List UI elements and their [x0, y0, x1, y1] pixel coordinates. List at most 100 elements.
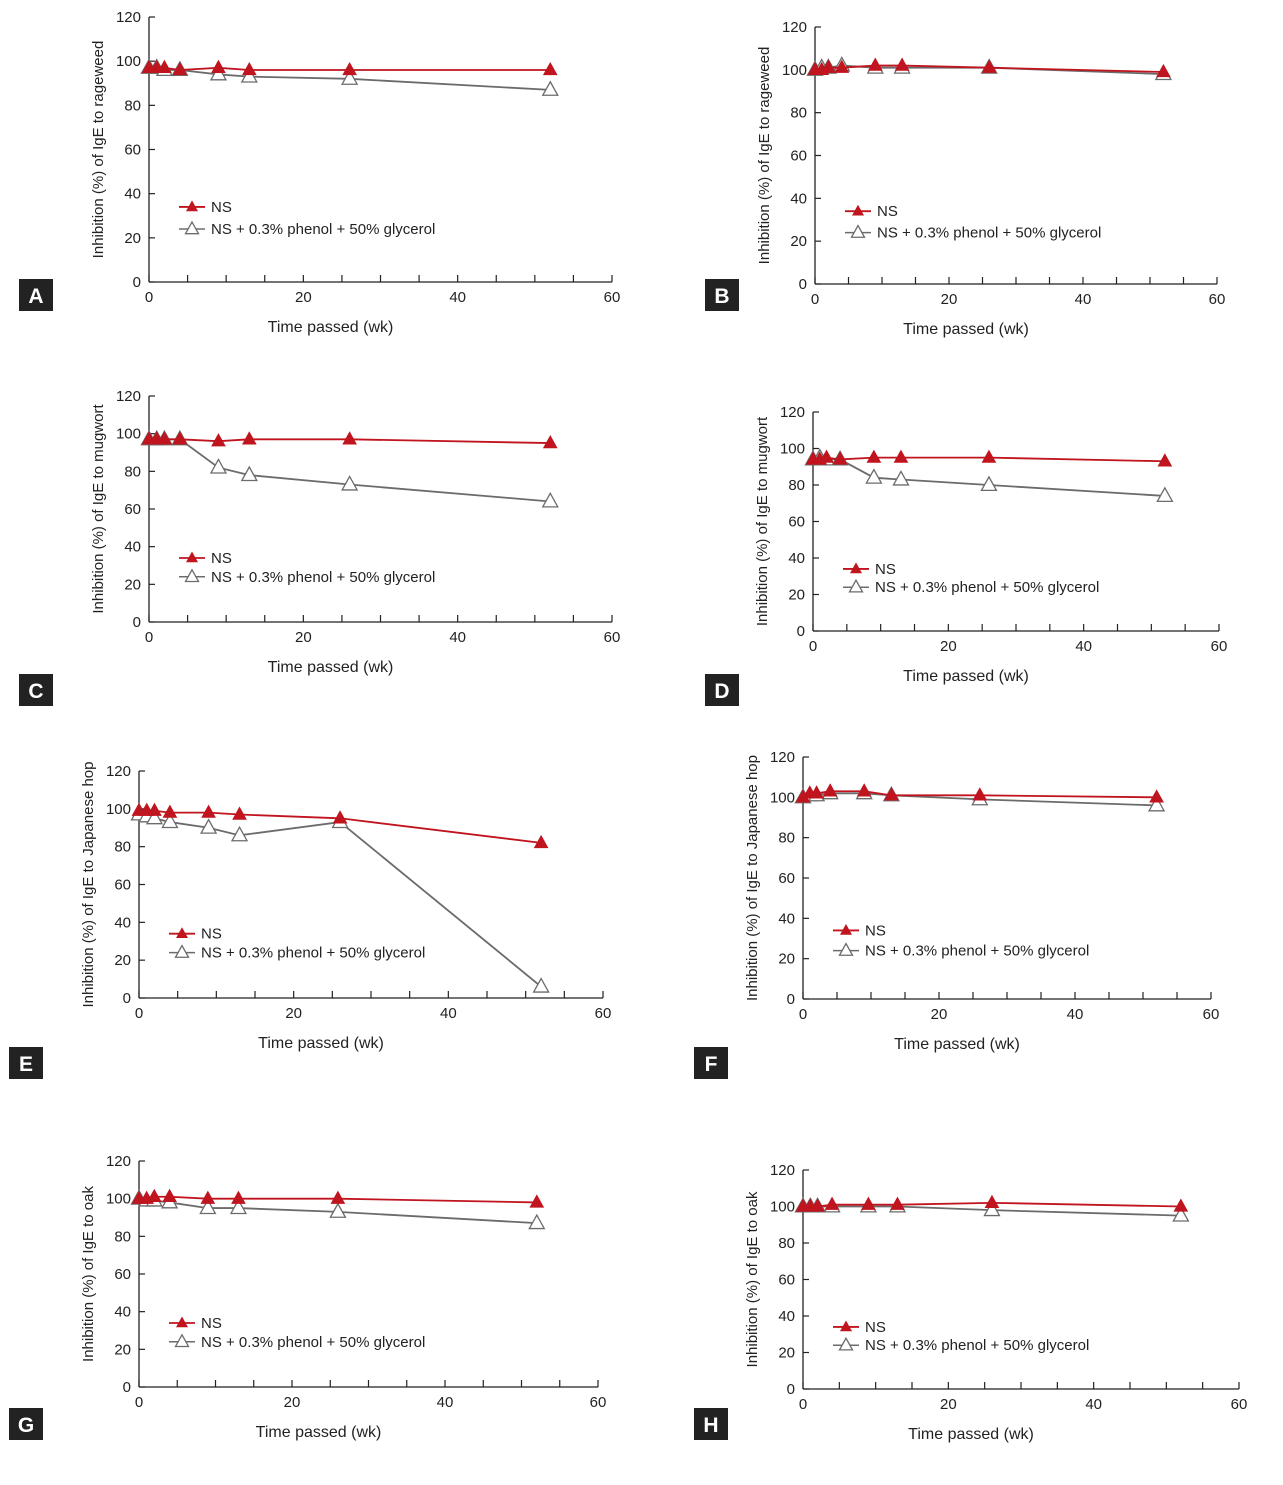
- ns-phenol-glycerol-point: [230, 825, 249, 842]
- legend-marker-ns: [850, 562, 862, 574]
- panel-label-box: [9, 1408, 43, 1440]
- ns-phenol-glycerol-point: [329, 1202, 347, 1218]
- panel-e: 0 20 40 60 80 100 120 0 20 40 60 Time passed (wk) In…: [9, 762, 611, 1079]
- ns-point: [809, 785, 824, 799]
- ns-point: [342, 61, 357, 76]
- y-tick-label: 40: [778, 910, 795, 927]
- ns-point: [890, 1196, 905, 1210]
- ns-point: [529, 1194, 545, 1208]
- ns-point: [211, 59, 226, 73]
- legend-marker-ns-phenol-glycerol: [174, 1333, 190, 1348]
- ns-point: [1149, 789, 1164, 803]
- ns-point: [241, 431, 257, 445]
- x-tick-label: 40: [1067, 1006, 1084, 1023]
- y-tick-label: 120: [770, 1162, 795, 1179]
- x-axis-title: Time passed (wk): [903, 321, 1029, 338]
- legend-marker-ns: [176, 927, 188, 939]
- legend-label-ns-phenol-glycerol: NS + 0.3% phenol + 50% glycerol: [865, 943, 1089, 960]
- ns-point: [232, 806, 247, 820]
- ns-point: [856, 783, 872, 797]
- y-tick-label: 0: [797, 623, 805, 640]
- ns-point: [1173, 1198, 1189, 1212]
- y-tick-label: 80: [778, 1235, 795, 1252]
- y-tick-label: 80: [788, 477, 805, 494]
- panel-label: E: [19, 1053, 33, 1076]
- x-tick-label: 40: [437, 1394, 454, 1411]
- ns-point: [1156, 63, 1171, 78]
- legend-label-ns: NS: [201, 1315, 222, 1332]
- y-tick-label: 40: [124, 539, 141, 556]
- legend-label-ns: NS: [211, 550, 232, 567]
- ns-point: [332, 810, 348, 824]
- legend-label-ns: NS: [865, 922, 886, 939]
- ns-point: [884, 787, 899, 801]
- panel-label: G: [18, 1414, 34, 1437]
- panel-c: 0 20 40 60 80 100 120 0 20 40 60 Time passed (wk) In…: [19, 388, 620, 706]
- legend-label-ns: NS: [875, 561, 896, 578]
- x-tick-label: 40: [1075, 291, 1092, 308]
- y-tick-label: 20: [778, 1345, 795, 1362]
- ns-phenol-glycerol-point: [1147, 795, 1166, 812]
- x-tick-label: 60: [590, 1394, 607, 1411]
- y-tick-label: 120: [106, 763, 131, 780]
- ns-point: [147, 802, 162, 816]
- y-tick-label: 80: [778, 830, 795, 847]
- y-tick-label: 20: [124, 230, 141, 247]
- y-tick-label: 60: [124, 501, 141, 518]
- ns-point: [330, 1190, 346, 1204]
- y-tick-label: 60: [778, 870, 795, 887]
- ns-phenol-glycerol-point: [161, 812, 179, 829]
- panel-a: 0 20 40 60 80 100 120 0 20 40 60 Time passed (wk) In…: [19, 9, 620, 336]
- x-tick-label: 20: [941, 291, 958, 308]
- ns-point: [866, 449, 882, 463]
- ns-point: [1157, 453, 1173, 467]
- y-axis-title: Inhibition (%) of IgE to oak: [744, 1191, 761, 1367]
- legend-label-ns-phenol-glycerol: NS + 0.3% phenol + 50% glycerol: [211, 221, 435, 238]
- x-tick-label: 20: [284, 1394, 301, 1411]
- y-axis-title: Inhibition (%) of IgE to Japanese hop: [744, 755, 761, 1001]
- y-tick-label: 60: [778, 1272, 795, 1289]
- x-axis-title: Time passed (wk): [268, 319, 394, 336]
- legend-label-ns: NS: [201, 926, 222, 943]
- y-tick-label: 100: [782, 62, 807, 79]
- y-axis-title: Inhibition (%) of IgE to rageweed: [756, 47, 773, 265]
- ns-point: [822, 783, 838, 797]
- y-tick-label: 60: [124, 142, 141, 159]
- x-tick-label: 20: [940, 1396, 957, 1413]
- ns-point: [162, 1188, 177, 1202]
- legend-label-ns-phenol-glycerol: NS + 0.3% phenol + 50% glycerol: [875, 579, 1099, 596]
- legend-marker-ns: [852, 204, 864, 216]
- panel-label: C: [28, 680, 43, 703]
- ns-point: [867, 57, 883, 71]
- y-tick-label: 0: [133, 614, 141, 631]
- ns-point: [984, 1194, 1000, 1209]
- ns-point: [832, 451, 848, 465]
- ns-point: [861, 1196, 876, 1210]
- y-tick-label: 60: [790, 148, 807, 165]
- y-tick-label: 40: [114, 914, 131, 931]
- legend-marker-ns-phenol-glycerol: [850, 224, 866, 238]
- y-tick-label: 40: [114, 1304, 131, 1321]
- y-tick-label: 100: [106, 801, 131, 818]
- ns-phenol-glycerol-point: [892, 470, 910, 486]
- ns-point: [810, 1198, 825, 1212]
- y-tick-label: 0: [787, 1381, 795, 1398]
- x-tick-label: 0: [811, 291, 819, 308]
- x-axis-title: Time passed (wk): [258, 1035, 384, 1052]
- legend-marker-ns-phenol-glycerol: [848, 578, 864, 593]
- x-tick-label: 0: [135, 1394, 143, 1411]
- y-tick-label: 100: [116, 53, 141, 70]
- ns-phenol-glycerol-point: [541, 80, 559, 96]
- y-tick-label: 80: [114, 1228, 131, 1245]
- y-tick-label: 0: [133, 274, 141, 291]
- y-tick-label: 120: [782, 19, 807, 36]
- ns-point: [893, 449, 909, 463]
- panel-label-box: [705, 674, 739, 706]
- y-tick-label: 100: [106, 1191, 131, 1208]
- legend-label-ns-phenol-glycerol: NS + 0.3% phenol + 50% glycerol: [865, 1337, 1089, 1354]
- y-tick-label: 100: [780, 441, 805, 458]
- y-tick-label: 20: [790, 233, 807, 250]
- ns-point: [824, 1196, 840, 1210]
- y-tick-label: 20: [114, 1341, 131, 1358]
- panel-g: 0 20 40 60 80 100 120 0 20 40 60 Time passed (wk) In…: [9, 1153, 606, 1441]
